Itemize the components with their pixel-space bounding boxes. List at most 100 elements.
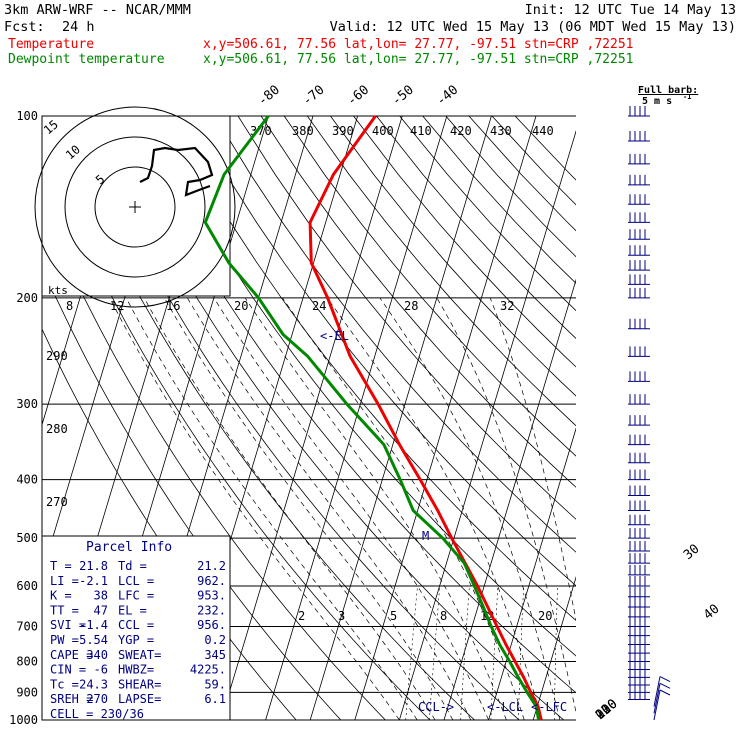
dry-adiabat bbox=[122, 116, 576, 694]
parcel-info-cell: LCL = bbox=[118, 574, 154, 588]
mixing-ratio-label: 2 bbox=[298, 609, 305, 623]
parcel-info-cell: CELL = 230/36 bbox=[50, 707, 144, 721]
parcel-info-cell: 5.54 bbox=[79, 633, 108, 647]
temperature-location: x,y=506.61, 77.56 lat,lon= 27.77, -97.51… bbox=[203, 37, 633, 52]
wind-barb bbox=[659, 682, 671, 689]
barb-legend-units: 5 m s bbox=[642, 96, 672, 107]
mixing-ratio-line bbox=[517, 585, 524, 720]
pressure-tick-label: 1000 bbox=[9, 713, 38, 727]
theta-label: 270 bbox=[46, 495, 68, 509]
temperature-legend: Temperature bbox=[8, 37, 94, 52]
theta-label: 400 bbox=[372, 124, 394, 138]
parcel-info-cell: PW = bbox=[50, 633, 79, 647]
dry-adiabat bbox=[353, 116, 576, 368]
mixing-ratio-line bbox=[554, 585, 558, 720]
mixing-ratio-label: 5 bbox=[390, 609, 397, 623]
dewpoint-profile bbox=[203, 115, 541, 721]
parcel-info-cell: CCL = bbox=[118, 618, 154, 632]
parcel-info-cell: 962. bbox=[197, 574, 226, 588]
hodograph-axis-label: 8 bbox=[66, 299, 73, 313]
temperature-profile bbox=[308, 115, 543, 721]
isotherm-line bbox=[578, 116, 740, 720]
parcel-info-cell: 24.3 bbox=[79, 677, 108, 691]
hodograph-trace bbox=[139, 146, 214, 197]
isotherm-line bbox=[532, 575, 576, 720]
hodograph-axis-label: 24 bbox=[312, 299, 326, 313]
hodograph-axis-label: 16 bbox=[166, 299, 180, 313]
isotherm-label: -40 bbox=[434, 82, 462, 109]
hodograph-units: kts bbox=[48, 284, 68, 297]
wind-barb bbox=[653, 676, 661, 707]
ccl-marker: CCL-> bbox=[418, 700, 454, 714]
parcel-info-cell: -2.1 bbox=[79, 574, 108, 588]
pressure-tick-label: 800 bbox=[16, 654, 38, 668]
init-time: Init: 12 UTC Tue 14 May 13 bbox=[525, 2, 736, 18]
dry-adiabat bbox=[99, 116, 565, 720]
dry-adiabat bbox=[214, 116, 576, 553]
hodograph-ring bbox=[34, 106, 236, 308]
parcel-info-cell: SREH = bbox=[50, 692, 93, 706]
isotherm-line bbox=[399, 129, 576, 720]
parcel-info-cell: SHEAR= bbox=[118, 677, 161, 691]
parcel-info-panel: Parcel Info T = 21.8 Td = 21.2 LI = -2.1 LCL =… bbox=[41, 535, 231, 721]
wind-barb bbox=[659, 689, 671, 696]
isotherm-line bbox=[443, 278, 576, 720]
dry-adiabat bbox=[376, 116, 576, 339]
dewpoint-legend: Dewpoint temperature bbox=[8, 52, 165, 67]
hodograph-axis-label: 12 bbox=[110, 299, 124, 313]
theta-label: 410 bbox=[410, 124, 432, 138]
parcel-info-cell: -1.4 bbox=[79, 618, 108, 632]
parcel-info-cell: 345 bbox=[204, 648, 226, 662]
dry-adiabat bbox=[145, 116, 576, 657]
parcel-info-cell: 4225. bbox=[190, 663, 226, 677]
isotherm-label: -60 bbox=[345, 82, 373, 109]
parcel-info-cell: 956. bbox=[197, 618, 226, 632]
pressure-tick-label: 400 bbox=[16, 473, 38, 487]
parcel-info-cell: LFC = bbox=[118, 589, 154, 603]
theta-label: 390 bbox=[332, 124, 354, 138]
isotherm-line bbox=[0, 116, 1, 720]
moist-adiabat bbox=[379, 297, 561, 720]
dry-adiabat bbox=[191, 116, 576, 587]
dry-adiabat bbox=[237, 116, 576, 520]
moist-adiabat bbox=[326, 297, 543, 720]
wind-barb bbox=[653, 683, 661, 714]
parcel-info-cell: CIN = bbox=[50, 663, 86, 677]
parcel-info-cell: LI = bbox=[50, 574, 79, 588]
parcel-info-cell: 6.1 bbox=[204, 692, 226, 706]
pressure-tick-label: 900 bbox=[16, 685, 38, 699]
isotherm-line bbox=[309, 116, 492, 720]
mixing-ratio-label: 20 bbox=[538, 609, 552, 623]
parcel-info-cell: HWBZ= bbox=[118, 663, 154, 677]
dewpoint-location: x,y=506.61, 77.56 lat,lon= 27.77, -97.51… bbox=[203, 52, 633, 67]
parcel-info-cell: 340 bbox=[86, 648, 108, 662]
mixing-ratio-label: 3 bbox=[338, 609, 345, 623]
dry-adiabat bbox=[306, 116, 576, 427]
pressure-tick-label: 300 bbox=[16, 397, 38, 411]
wind-barb bbox=[659, 676, 671, 682]
theta-label: 440 bbox=[532, 124, 554, 138]
mixing-ratio-label: 8 bbox=[440, 609, 447, 623]
parcel-info-cell: 21.8 bbox=[79, 559, 108, 573]
isotherm-label: 40 bbox=[701, 602, 723, 624]
hodograph-axis-label: 28 bbox=[404, 299, 418, 313]
hodograph-axis-label: 20 bbox=[234, 299, 248, 313]
pressure-tick-label: 500 bbox=[16, 531, 38, 545]
isotherm-line bbox=[712, 116, 740, 720]
parcel-info-cell: 0.2 bbox=[204, 633, 226, 647]
parcel-info-cell: LAPSE= bbox=[118, 692, 161, 706]
moist-adiabat bbox=[213, 297, 489, 720]
wind-barbs bbox=[628, 106, 671, 721]
parcel-info-cell: SWEAT= bbox=[118, 648, 161, 662]
pressure-tick-label: 700 bbox=[16, 619, 38, 633]
hodograph-axis-labels: 8 12 16 20 24 28 32 bbox=[66, 299, 514, 313]
parcel-info-cell: 38 bbox=[94, 589, 108, 603]
isotherm-line bbox=[354, 116, 537, 720]
theta-label: 280 bbox=[46, 422, 68, 436]
dry-adiabat bbox=[53, 116, 475, 720]
theta-label: 420 bbox=[450, 124, 472, 138]
hodograph-axis-label: 32 bbox=[500, 299, 514, 313]
mixing-ratio-labels: 2 3 5 8 12 20 bbox=[298, 609, 552, 623]
